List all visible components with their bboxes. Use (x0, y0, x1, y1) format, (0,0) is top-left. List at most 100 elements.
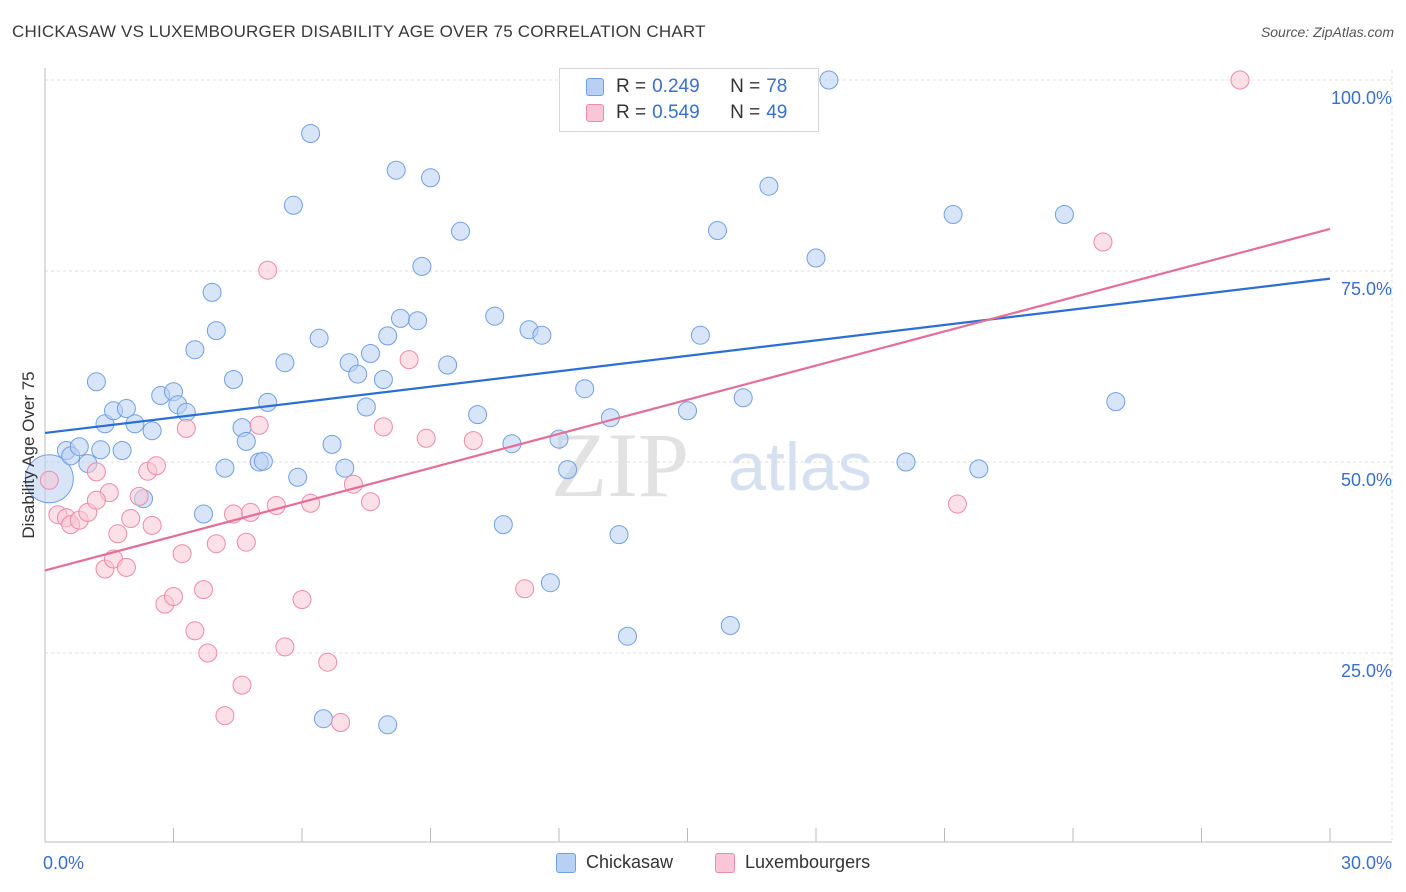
data-point-chickasaw (690, 325, 710, 345)
legend-r-value: 0.249 (652, 76, 700, 97)
data-point-luxembourgers (249, 415, 269, 435)
data-point-chickasaw (356, 397, 376, 417)
y-axis-title: Disability Age Over 75 (19, 371, 38, 538)
x-tick-label: 0.0% (43, 853, 84, 873)
data-point-chickasaw (532, 325, 552, 345)
legend-box: R = 0.249 N = 78 R = 0.549 N = 49 (559, 68, 819, 132)
bottom-legend-label: Luxembourgers (745, 852, 871, 872)
data-point-chickasaw (618, 626, 637, 646)
data-point-luxembourgers (86, 490, 106, 510)
trend-layer (44, 227, 1331, 572)
axis-layer (44, 68, 1392, 843)
data-point-chickasaw (720, 616, 740, 635)
data-point-luxembourgers (121, 509, 141, 528)
data-point-chickasaw (283, 195, 303, 215)
data-point-chickasaw (258, 392, 278, 412)
data-point-luxembourgers (463, 431, 483, 451)
data-point-luxembourgers (318, 652, 338, 672)
data-point-chickasaw (421, 168, 440, 188)
data-point-chickasaw (176, 402, 196, 422)
y-tick-label: 50.0% (1341, 470, 1392, 490)
data-point-luxembourgers (275, 637, 295, 657)
data-point-chickasaw (540, 573, 560, 593)
data-point-chickasaw (468, 405, 488, 425)
data-point-chickasaw (361, 344, 380, 363)
data-point-chickasaw (373, 370, 393, 389)
data-point-chickasaw (215, 458, 235, 478)
legend-row-chickasaw: R = 0.249 N = 78 (586, 74, 787, 100)
data-point-luxembourgers (258, 260, 278, 280)
legend-n-label: N = (730, 76, 761, 97)
grid-layer (45, 70, 1393, 840)
data-point-chickasaw (558, 460, 578, 480)
bottom-legend-swatch-luxembourgers (715, 852, 735, 873)
data-point-chickasaw (194, 504, 213, 524)
data-point-luxembourgers (198, 643, 218, 663)
data-point-chickasaw (391, 308, 410, 328)
data-point-chickasaw (969, 459, 989, 479)
data-point-chickasaw (806, 248, 826, 268)
data-point-luxembourgers (1093, 232, 1113, 252)
y-tick-label: 25.0% (1341, 661, 1392, 681)
data-point-luxembourgers (236, 532, 256, 552)
data-point-chickasaw (493, 515, 513, 535)
data-point-chickasaw (412, 256, 432, 276)
trend-line-luxembourgers (44, 227, 1331, 572)
legend-n-label: N = (730, 102, 761, 123)
data-point-chickasaw (609, 525, 629, 545)
bottom-legend-swatch-chickasaw (556, 852, 576, 873)
data-point-chickasaw (69, 437, 89, 457)
data-point-luxembourgers (947, 494, 967, 514)
data-point-luxembourgers (232, 675, 252, 695)
data-point-chickasaw (896, 452, 916, 472)
legend-n-value: 49 (766, 102, 788, 123)
data-point-luxembourgers (172, 544, 192, 564)
data-point-chickasaw (943, 205, 963, 224)
label-layer: 25.0% 50.0% 75.0% 100.0% 0.0% 30.0% Disability… (19, 88, 1392, 873)
data-point-luxembourgers (416, 428, 436, 448)
data-point-luxembourgers (301, 493, 321, 513)
x-tick-label: 30.0% (1341, 853, 1392, 873)
data-point-chickasaw (378, 715, 398, 735)
data-point-chickasaw (408, 311, 428, 331)
data-point-chickasaw (819, 70, 839, 90)
data-point-luxembourgers (116, 557, 136, 577)
legend-row-luxembourgers: R = 0.549 N = 49 (586, 100, 787, 126)
data-point-luxembourgers (146, 456, 166, 476)
data-point-chickasaw (1054, 205, 1074, 224)
data-point-luxembourgers (331, 713, 351, 732)
data-point-chickasaw (206, 321, 226, 341)
data-point-luxembourgers (215, 706, 235, 726)
data-point-luxembourgers (373, 417, 393, 437)
data-point-luxembourgers (1230, 70, 1250, 90)
data-point-chickasaw (275, 353, 295, 373)
data-point-luxembourgers (515, 579, 535, 599)
legend-r-label: R = (616, 76, 647, 97)
y-tick-label: 100.0% (1331, 88, 1392, 108)
data-point-chickasaw (451, 221, 470, 241)
points-layer (24, 70, 1250, 735)
data-point-luxembourgers (185, 621, 205, 641)
chart-title: CHICKASAW VS LUXEMBOURGER DISABILITY AGE… (12, 22, 706, 41)
data-point-luxembourgers (361, 492, 380, 512)
legend-n-value: 78 (766, 76, 788, 97)
data-point-chickasaw (378, 326, 398, 346)
data-point-chickasaw (116, 399, 136, 418)
data-point-chickasaw (708, 221, 727, 240)
data-point-chickasaw (202, 282, 222, 302)
legend-r-value: 0.549 (652, 102, 700, 123)
data-point-luxembourgers (292, 590, 312, 609)
data-point-chickasaw (1106, 392, 1126, 412)
bottom-legend-chickasaw: Chickasaw (556, 852, 673, 873)
data-point-chickasaw (236, 431, 256, 451)
data-point-chickasaw (112, 441, 132, 460)
data-point-chickasaw (335, 458, 355, 478)
data-point-chickasaw (348, 364, 368, 384)
data-point-chickasaw (733, 388, 753, 408)
data-point-luxembourgers (39, 470, 59, 490)
data-point-chickasaw (438, 355, 458, 375)
data-point-chickasaw (309, 328, 329, 348)
data-point-chickasaw (313, 709, 333, 729)
data-point-luxembourgers (86, 462, 106, 482)
